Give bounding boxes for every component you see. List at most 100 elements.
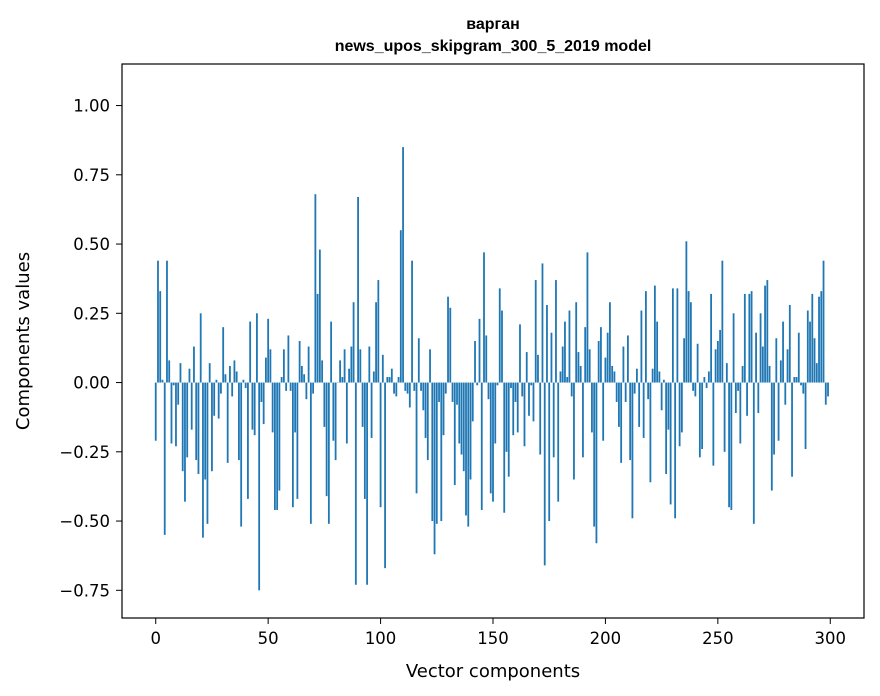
bar [577,352,580,383]
bar [824,382,827,405]
bar [271,382,274,433]
bar [687,291,690,383]
bar [429,349,431,383]
x-tick-label: 150 [477,629,509,648]
bar [431,382,434,522]
bar [534,280,537,383]
bar [307,346,310,383]
bar [249,321,252,383]
bar [591,382,593,433]
bar [748,293,751,383]
bar [462,382,465,472]
bar [256,313,258,383]
bar [595,382,598,544]
bar [492,382,494,502]
bar [296,382,299,499]
bar [676,288,679,383]
bar [660,382,663,411]
bar [764,285,766,383]
bar [627,335,629,383]
bar [662,379,665,383]
chart-title-line-2: news_upos_skipgram_300_5_2019 model [335,38,652,55]
bar [350,346,353,383]
bar [298,341,301,383]
bar [359,349,362,383]
bar [564,321,566,383]
bar [426,382,429,461]
bar [806,310,809,383]
bar [602,382,605,441]
bar [442,382,445,436]
bar [240,382,243,527]
bar [739,382,742,444]
bar [181,382,184,472]
bar [649,382,652,483]
bar [586,252,589,383]
bar [712,382,715,466]
bar [330,321,333,383]
bar [665,382,668,474]
bar [370,382,373,438]
bar [399,230,402,383]
bar [312,382,315,394]
bar [467,382,470,527]
y-tick-label: −0.50 [59,512,110,531]
bar [406,382,409,394]
bar [334,382,337,461]
bar [653,285,656,383]
bar [734,382,737,414]
bar [622,346,625,383]
bar [415,382,418,494]
bar [759,313,762,383]
bar [615,382,618,402]
bar [773,382,775,455]
bar [494,382,497,444]
bar [469,382,472,480]
bar [800,382,802,386]
bar [669,382,672,505]
bar [528,382,530,416]
bar [166,260,168,383]
bar [321,360,324,383]
bar [532,382,535,422]
bar [204,382,207,480]
bar [217,382,220,419]
bar [505,382,508,452]
bar [411,260,413,383]
bar [235,371,238,383]
bar [618,382,620,427]
bar [732,313,735,383]
bar [309,382,312,524]
bar [316,293,319,383]
bar [393,382,395,394]
bar [496,382,499,386]
bar [233,360,236,383]
bar [573,382,575,480]
bar [714,349,717,383]
bar [222,327,225,383]
bar [280,377,283,383]
bar [480,382,483,510]
bar [267,318,270,383]
bar [242,379,245,383]
bar [725,363,728,383]
bar [478,318,481,383]
bar [597,341,600,383]
bar [514,382,517,402]
bar [368,346,371,383]
bar [703,377,706,383]
bar [552,382,555,458]
bar [701,382,704,450]
bar [555,280,557,383]
y-tick-label: −0.25 [59,443,110,462]
bar [357,196,359,383]
bar [343,349,346,383]
bar [651,368,654,383]
bar [633,382,636,394]
bar [440,382,443,522]
bar [447,296,449,383]
bar [260,382,263,402]
bar [229,365,231,383]
bar [435,382,438,524]
bar [361,382,364,427]
